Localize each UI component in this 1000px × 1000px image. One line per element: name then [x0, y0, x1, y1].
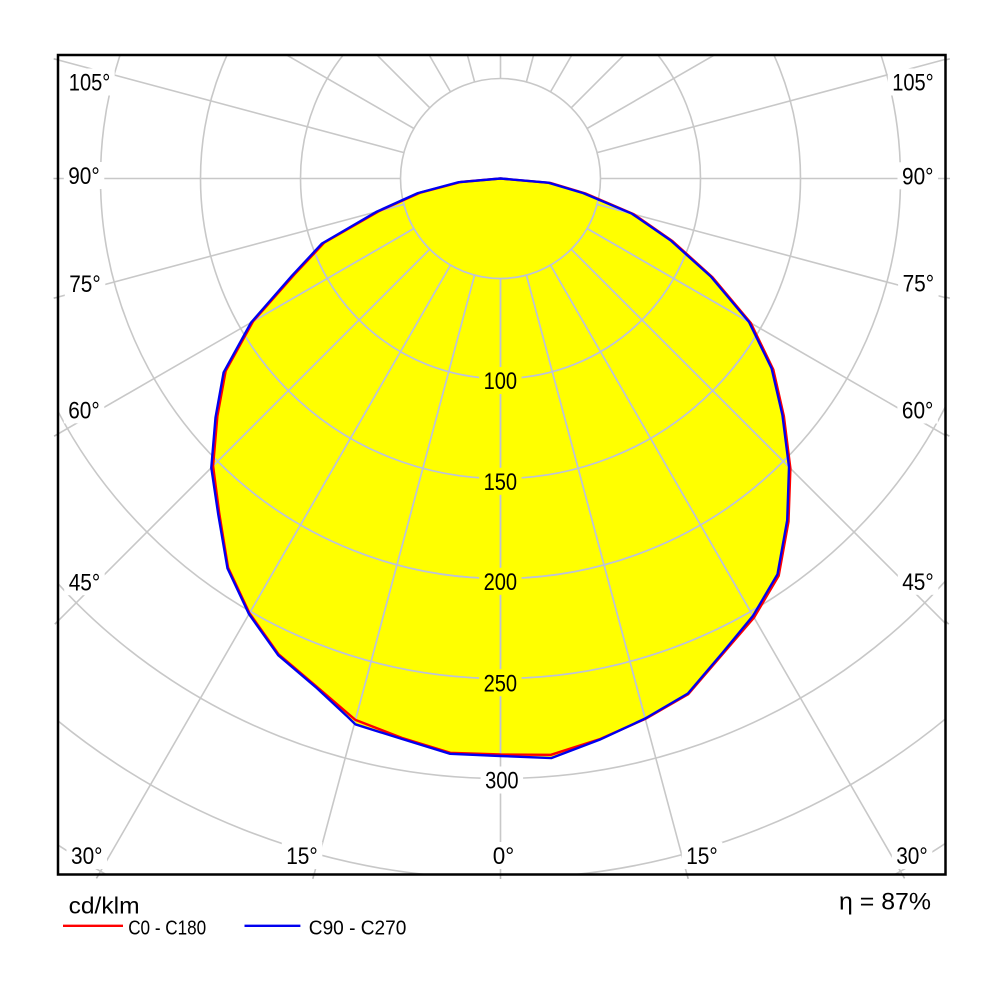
svg-text:250: 250 — [484, 670, 517, 697]
svg-text:200: 200 — [484, 569, 517, 596]
svg-text:30°: 30° — [896, 843, 928, 870]
svg-text:0°: 0° — [493, 843, 515, 870]
svg-text:C0 - C180: C0 - C180 — [128, 918, 206, 940]
svg-text:60°: 60° — [68, 397, 100, 424]
svg-text:150: 150 — [484, 469, 517, 496]
svg-text:45°: 45° — [902, 569, 934, 596]
svg-text:cd/klm: cd/klm — [69, 893, 140, 919]
svg-text:75°: 75° — [903, 271, 935, 298]
svg-text:15°: 15° — [286, 843, 318, 870]
svg-text:η = 87%: η = 87% — [839, 889, 931, 916]
svg-text:105°: 105° — [69, 70, 111, 97]
svg-text:90°: 90° — [902, 163, 934, 190]
svg-text:60°: 60° — [902, 398, 934, 425]
svg-text:300: 300 — [485, 768, 518, 795]
svg-text:90°: 90° — [68, 163, 100, 190]
svg-text:15°: 15° — [686, 843, 718, 870]
svg-text:30°: 30° — [71, 843, 103, 870]
svg-text:75°: 75° — [69, 271, 101, 298]
svg-text:45°: 45° — [69, 569, 101, 596]
svg-text:100: 100 — [484, 368, 517, 395]
svg-text:105°: 105° — [892, 70, 934, 97]
svg-text:C90 - C270: C90 - C270 — [309, 918, 407, 940]
